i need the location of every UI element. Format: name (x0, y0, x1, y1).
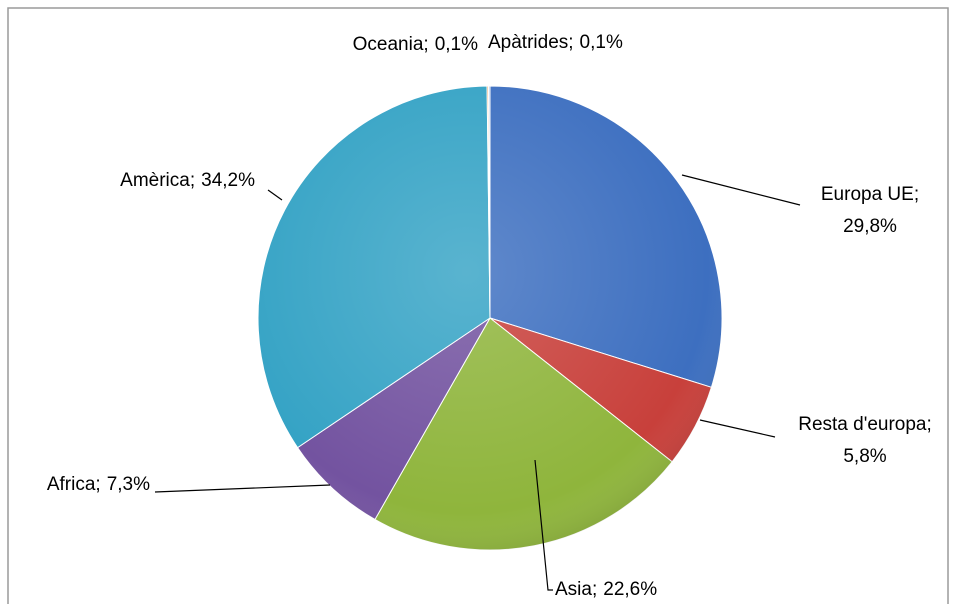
data-label-category: Resta d'europa; (798, 414, 932, 435)
data-label-value: 22,6% (603, 579, 657, 600)
data-label-category: Oceania; (353, 34, 429, 55)
data-label-value: 5,8% (843, 446, 886, 467)
data-label-category: Asia; (555, 579, 597, 600)
leader-line (534, 459, 553, 591)
data-label: Amèrica; 34,2% (120, 170, 255, 191)
data-label: Europa UE; 29,8% (821, 184, 919, 237)
data-label: Africa; 7,3% (47, 474, 150, 495)
data-label: Oceania; 0,1% (353, 34, 478, 55)
data-label-value: 7,3% (107, 474, 150, 495)
data-label-value: 0,1% (580, 32, 623, 53)
chart-frame (7, 7, 949, 604)
data-label: Asia; 22,6% (555, 579, 657, 600)
leader-line (154, 484, 331, 493)
leader-line (699, 419, 776, 438)
data-label-category: Amèrica; (120, 170, 195, 191)
data-label-value: 34,2% (201, 170, 255, 191)
leader-line (267, 189, 283, 201)
leader-line (681, 174, 801, 206)
data-label-category: Apàtrides; (488, 32, 574, 53)
data-label-value: 0,1% (435, 34, 478, 55)
data-label-category: Africa; (47, 474, 101, 495)
data-label-category: Europa UE; (821, 184, 919, 205)
data-label-value: 29,8% (843, 216, 897, 237)
data-label: Apàtrides; 0,1% (488, 32, 623, 53)
data-label: Resta d'europa; 5,8% (798, 414, 932, 467)
